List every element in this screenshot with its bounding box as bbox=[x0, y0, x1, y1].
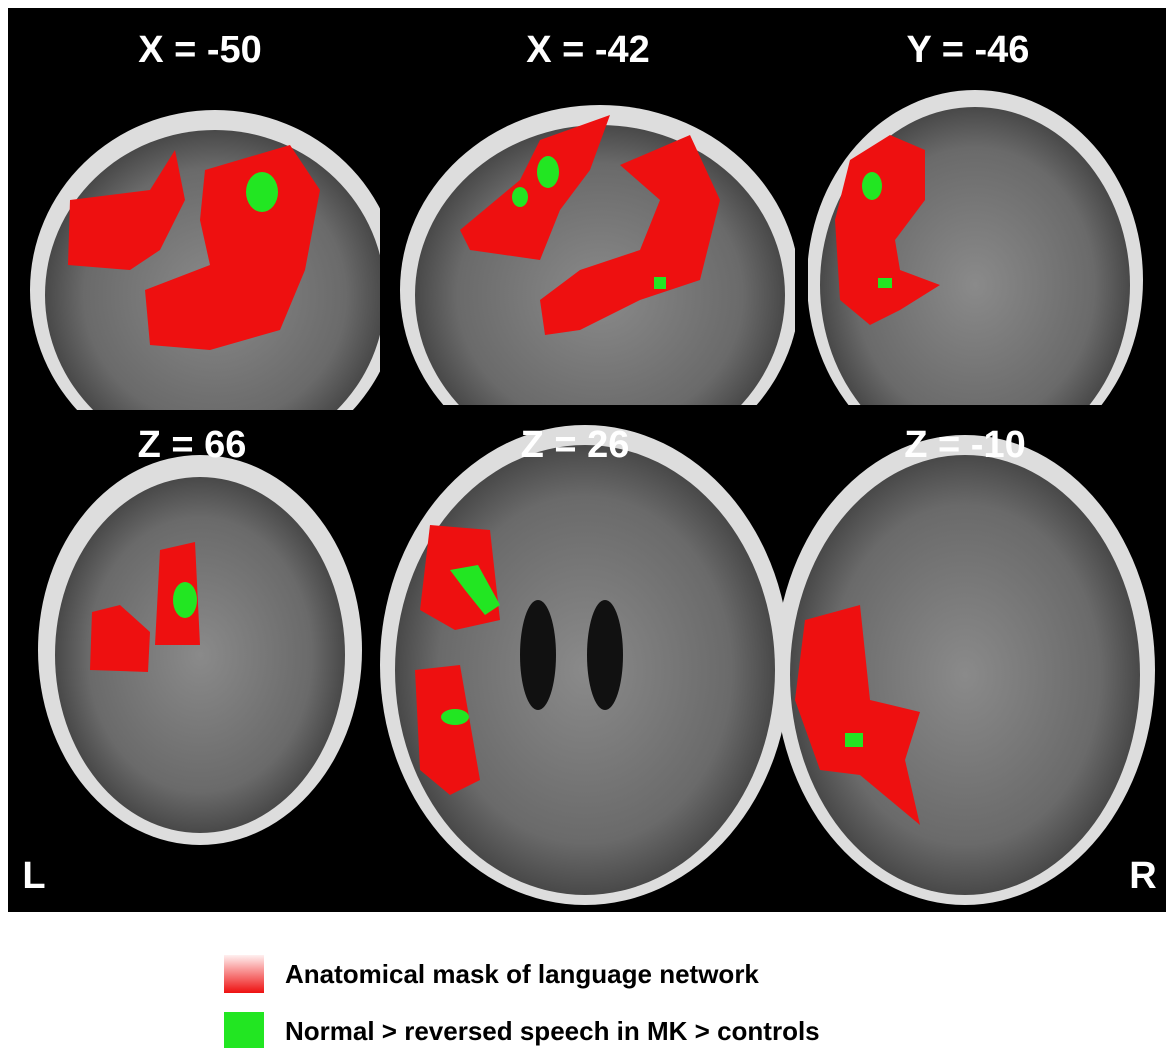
legend-swatch bbox=[224, 1012, 264, 1048]
brain-slice bbox=[380, 425, 790, 905]
brain-slice bbox=[38, 455, 362, 845]
panel-label: X = -50 bbox=[138, 29, 262, 71]
orientation-label: L bbox=[22, 855, 45, 897]
panel-label: Y = -46 bbox=[907, 29, 1030, 71]
brain-slice bbox=[775, 435, 1155, 905]
brain-slice bbox=[808, 90, 1143, 405]
panel-label: Z = 66 bbox=[138, 424, 247, 466]
legend-swatch bbox=[224, 955, 264, 993]
panel-label: Z = -10 bbox=[904, 424, 1025, 466]
legend-label: Normal > reversed speech in MK > control… bbox=[285, 1016, 820, 1046]
panel-label: Z = 26 bbox=[521, 424, 630, 466]
brain-slice bbox=[30, 110, 380, 410]
panel-label: X = -42 bbox=[526, 29, 650, 71]
legend-label: Anatomical mask of language network bbox=[285, 959, 759, 989]
brain-slice bbox=[400, 105, 795, 405]
orientation-label: R bbox=[1129, 855, 1156, 897]
